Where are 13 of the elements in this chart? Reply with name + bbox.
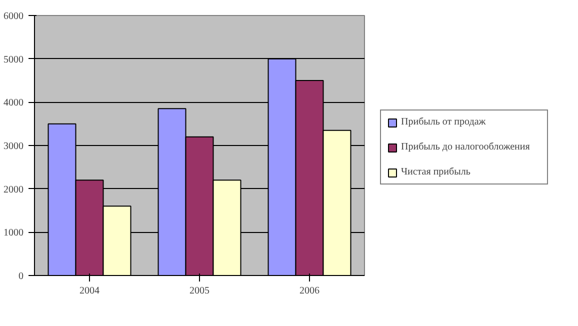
y-tick-label: 3000 bbox=[4, 141, 24, 152]
y-tick-label: 0 bbox=[18, 271, 24, 282]
y-tick-label: 1000 bbox=[4, 228, 24, 239]
x-tick-label: 2005 bbox=[190, 286, 210, 296]
y-tick-label: 2000 bbox=[4, 184, 24, 196]
y-tick-label: 5000 bbox=[4, 54, 24, 66]
y-tick-label: 6000 bbox=[4, 11, 24, 22]
x-tick-label: 2006 bbox=[300, 286, 320, 296]
y-tick-label: 4000 bbox=[4, 98, 24, 109]
legend-label: Чистая прибыль bbox=[401, 166, 472, 178]
legend-label: Прибыль до налогообложения bbox=[401, 142, 531, 152]
x-tick-label: 2004 bbox=[80, 286, 100, 296]
legend-label: Прибыль от продаж bbox=[401, 116, 487, 128]
